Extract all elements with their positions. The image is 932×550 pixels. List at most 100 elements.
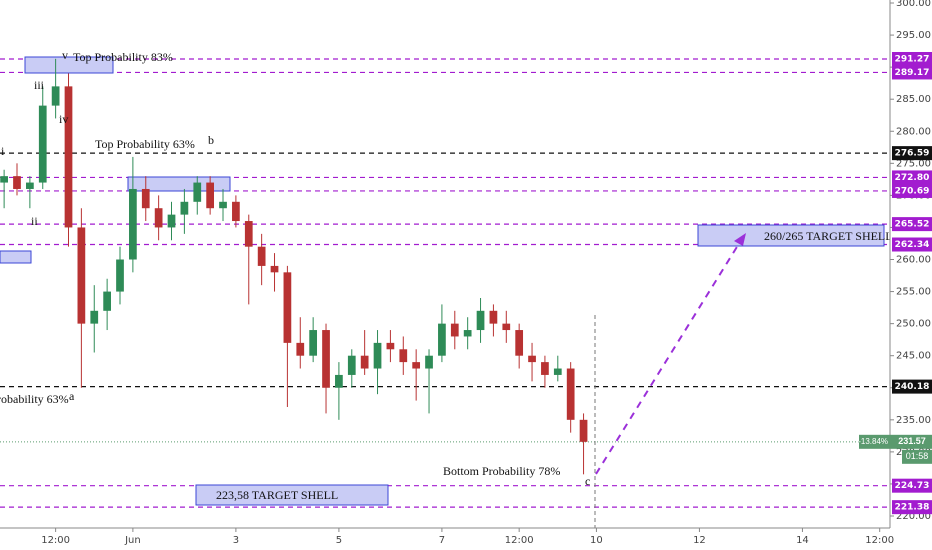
candle-body (167, 214, 176, 228)
candles (0, 58, 588, 475)
annotation: robability 63% (0, 392, 69, 406)
annotation: ii (31, 214, 38, 228)
y-tick-label: 235.00 (896, 415, 931, 426)
candle-body (244, 221, 253, 247)
candle-body (193, 182, 202, 202)
candle-body (232, 201, 240, 222)
level-badge (892, 478, 932, 493)
candle-body (38, 105, 47, 183)
x-tick-label: 7 (439, 535, 445, 546)
countdown: 01:58 (906, 451, 929, 461)
y-tick-label: 295.00 (896, 30, 931, 41)
level-label: 270.69 (895, 186, 930, 196)
level-label: 221.38 (895, 503, 930, 513)
candle-body (502, 323, 511, 331)
annotation: iii (34, 78, 45, 92)
level-badge (892, 51, 932, 66)
candle-body (77, 227, 86, 324)
candle-body (51, 86, 60, 106)
x-tick-label: 12:00 (865, 535, 894, 546)
candle-body (528, 355, 536, 363)
candle-body (180, 201, 189, 215)
levels (0, 58, 890, 508)
candle-body (141, 188, 150, 209)
level-label: 240.18 (895, 382, 930, 392)
projection-arrow (595, 241, 741, 475)
y-tick-label: 275.00 (896, 158, 931, 169)
candle-body (412, 362, 421, 369)
candle-body (489, 310, 498, 324)
target-box (697, 224, 885, 247)
candle-body (335, 374, 343, 388)
x-tick-label: 12:00 (505, 535, 534, 546)
countdown-badge (902, 449, 932, 464)
candle-body (129, 188, 137, 260)
candle-body (90, 310, 99, 324)
level-badge (892, 237, 932, 252)
annotation: Top Probability 63% (95, 137, 195, 151)
candle-body (296, 342, 305, 356)
candle-body (541, 362, 549, 375)
axes: 220.00225.00230.00235.00240.00245.00250.… (41, 0, 932, 546)
x-tick-label: Jun (124, 535, 141, 546)
candle-body (463, 330, 472, 337)
candle-body (553, 368, 562, 375)
candle-body (399, 349, 408, 363)
level-badge (892, 379, 932, 394)
candle-body (386, 342, 395, 350)
level-badge (892, 183, 932, 198)
zone-box (127, 176, 231, 192)
annotation: v (62, 48, 68, 62)
zone-box (24, 56, 114, 74)
level-label: 291.27 (895, 54, 930, 64)
target-box (195, 484, 389, 506)
y-tick-label: 300.00 (896, 0, 931, 9)
y-tick-label: 260.00 (896, 255, 931, 266)
candle-body (270, 265, 279, 273)
candle-body (450, 323, 459, 337)
x-tick-label: 10 (590, 535, 603, 546)
candle-body (476, 310, 485, 331)
level-badge (892, 500, 932, 515)
zone-box (0, 250, 32, 264)
annotation: b (208, 133, 214, 147)
candle-body (257, 246, 266, 266)
y-tick-label: 220.00 (896, 511, 931, 522)
x-tick-label: 14 (796, 535, 809, 546)
y-tick-label: 255.00 (896, 287, 931, 298)
candle-body (425, 355, 433, 369)
candle-body (13, 176, 21, 189)
candle-body (579, 419, 588, 442)
annotation: Top Probability 83% (73, 50, 173, 64)
x-tick-label: 3 (233, 535, 239, 546)
last-price-label: 231.57 (898, 436, 926, 446)
candle-body (154, 208, 163, 228)
candle-body (64, 86, 73, 228)
x-tick-label: 12:00 (41, 535, 70, 546)
last-price-change: -13.84% (858, 437, 888, 446)
candle-body (360, 355, 369, 369)
y-tick-label: 245.00 (896, 351, 931, 362)
target-label: 260/265 TARGET SHELL (764, 229, 893, 243)
level-label: 265.52 (895, 220, 930, 230)
candle-body (309, 330, 318, 356)
annotation: c (585, 474, 590, 488)
candle-body (373, 342, 382, 369)
annotation: i (1, 144, 5, 158)
level-label: 224.73 (895, 481, 930, 491)
level-badge (892, 65, 932, 80)
level-label: 289.17 (895, 68, 930, 78)
x-tick-label: 12 (693, 535, 706, 546)
price-axis (890, 0, 932, 550)
y-tick-label: 250.00 (896, 319, 931, 330)
level-badge (892, 170, 932, 185)
level-label: 262.34 (895, 240, 930, 250)
level-label: 272.80 (895, 173, 930, 183)
y-tick-label: 285.00 (896, 94, 931, 105)
candle-body (219, 201, 227, 209)
target-label: 223,58 TARGET SHELL (216, 488, 338, 502)
candle-body (103, 291, 111, 311)
candle-body (322, 330, 330, 388)
